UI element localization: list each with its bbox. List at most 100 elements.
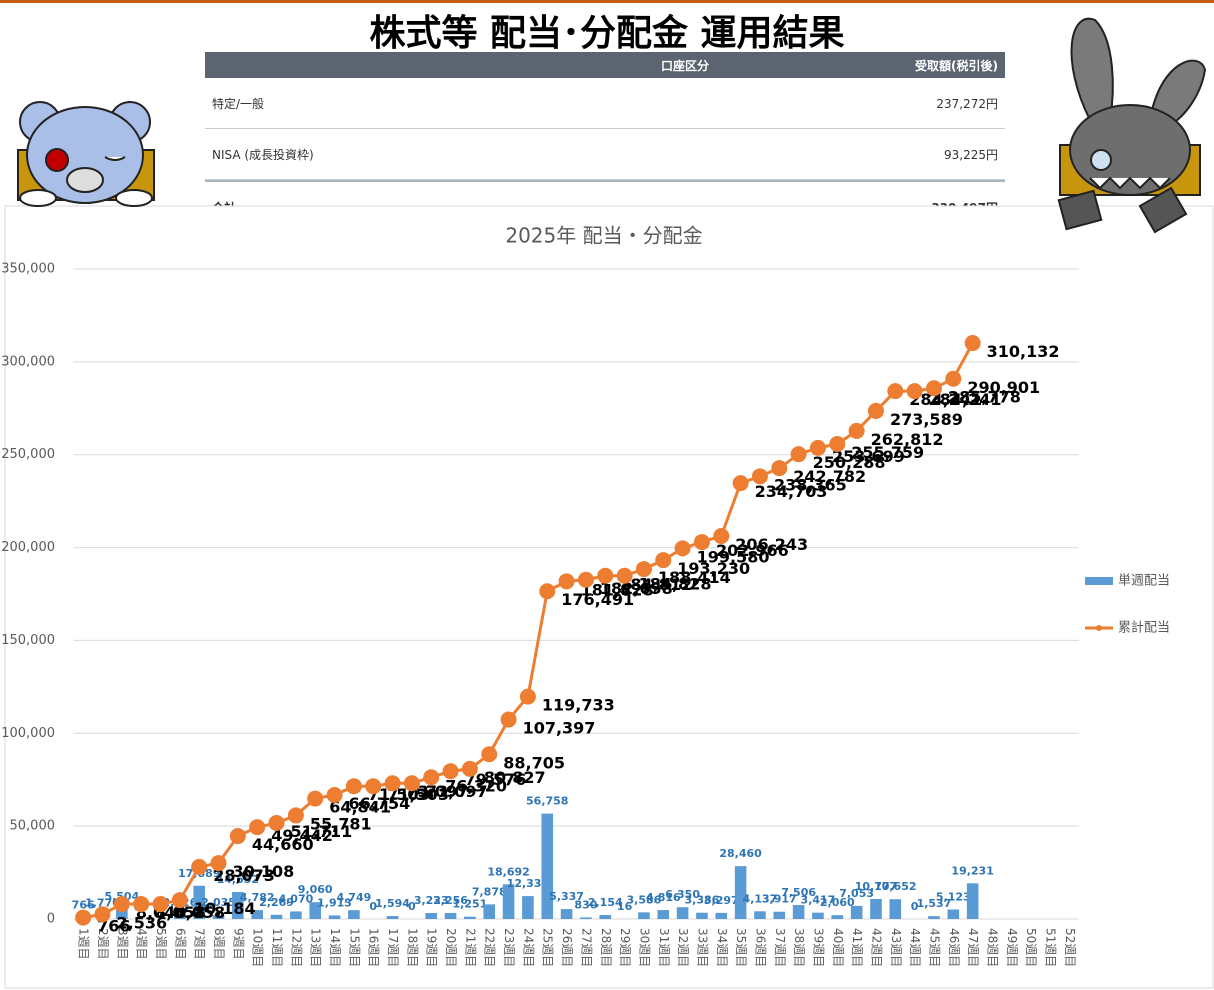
bar-value-label: 0 [369, 900, 377, 913]
line-marker [577, 571, 594, 588]
bar-value-label: 1,251 [453, 898, 488, 911]
bar [251, 910, 263, 919]
line-value-label: 188,414 [658, 568, 731, 587]
bar [792, 905, 805, 919]
bar [754, 911, 766, 919]
header-cell: 口座区分 [660, 58, 709, 73]
cell: 237,272円 [936, 96, 998, 111]
x-tick-label: 24週目 [521, 928, 535, 967]
line-marker [229, 828, 246, 845]
bar-value-label: 4,137 [743, 892, 778, 905]
line-marker [500, 711, 517, 728]
bar-value-label: 1,913 [317, 896, 352, 909]
line-value-label: 30,108 [233, 862, 295, 881]
bar-value-label: 3,386 [685, 894, 720, 907]
summary-table: 口座区分 受取額(税引後) 特定/一般 237,272円 NISA (成長投資枠)… [205, 52, 1005, 232]
bar-value-label: 3,586 [627, 893, 662, 906]
line-marker [616, 567, 633, 584]
x-tick-label: 37週目 [773, 928, 787, 967]
line-marker [481, 746, 498, 763]
line-value-label: 73,097 [407, 782, 469, 801]
line-value-label: 184,828 [639, 575, 712, 594]
bar [657, 910, 670, 919]
bar [522, 896, 534, 919]
bar [889, 899, 902, 919]
line-value-label: 181,828 [581, 580, 654, 599]
line-marker [94, 906, 111, 923]
legend-label: 累計配当 [1118, 620, 1170, 636]
page-title: 株式等 配当･分配金 運用結果 [369, 13, 845, 54]
x-tick-label: 15週目 [347, 928, 361, 967]
line-value-label: 2,536 [117, 913, 168, 932]
line-marker [887, 383, 904, 400]
x-tick-label: 16週目 [367, 928, 381, 967]
y-tick-label: 50,000 [10, 819, 56, 834]
bar-value-label: 3,223 [414, 894, 449, 907]
x-tick-label: 10週目 [251, 928, 265, 967]
header-cell: 受取額(税引後) [915, 58, 998, 73]
line-value-label: 284,241 [909, 390, 982, 409]
x-tick-label: 48週目 [985, 928, 999, 967]
bar [232, 891, 244, 919]
cell: NISA (成長投資枠) [212, 147, 314, 162]
line-value-label: 184,812 [619, 575, 692, 594]
x-tick-label: 19週目 [425, 928, 439, 967]
line-value-label: 88,705 [503, 753, 565, 772]
bar [560, 909, 573, 919]
bar-value-label: 7,053 [839, 887, 874, 900]
line-value-label: 238,365 [774, 475, 847, 494]
table-header: 口座区分 受取額(税引後) [205, 52, 1005, 78]
x-tick-label: 43週目 [889, 928, 903, 967]
x-tick-label: 45週目 [927, 928, 941, 967]
line-value-label: 79,576 [465, 770, 527, 789]
x-tick-label: 13週目 [309, 928, 323, 967]
line-value-label: 76,320 [445, 776, 507, 795]
bar [812, 912, 824, 919]
x-tick-label: 5週目 [154, 928, 168, 960]
line-marker [906, 383, 923, 400]
line-marker [326, 787, 343, 804]
bar-value-label: 2,060 [820, 896, 855, 909]
line-marker [75, 909, 92, 926]
line-value-label: 8,058 [175, 903, 226, 922]
line-value-label: 8,040 [136, 903, 187, 922]
x-tick-label: 29週目 [618, 928, 632, 967]
x-tick-label: 21週目 [463, 928, 477, 967]
bar-value-label: 3,417 [801, 894, 836, 907]
bar [174, 915, 186, 919]
bar [444, 912, 457, 919]
bar-value-label: 7,506 [781, 886, 816, 899]
table-row: 特定/一般 237,272円 [205, 78, 1005, 129]
line-marker [539, 583, 556, 600]
line-marker [771, 460, 788, 477]
line-marker [558, 573, 575, 590]
bar-value-label: 2,035 [201, 896, 236, 909]
y-tick-label: 100,000 [1, 726, 55, 741]
x-tick-label: 46週目 [947, 928, 961, 967]
line-value-label: 119,733 [542, 696, 615, 715]
line-value-label: 193,230 [677, 559, 750, 578]
x-tick-label: 1週目 [77, 928, 91, 960]
line-value-label: 66,754 [349, 794, 411, 813]
line-value-label: 28,073 [213, 866, 275, 885]
bar-value-label: 14,552 [217, 873, 259, 886]
x-tick-label: 17週目 [386, 928, 400, 967]
line-value-label: 250,288 [813, 453, 886, 472]
line-marker [210, 855, 227, 872]
bar [947, 909, 960, 919]
bar-value-label: 56,758 [526, 795, 568, 808]
bar-value-label: 766 [72, 899, 95, 912]
bar-value-label: 4,782 [240, 891, 275, 904]
line-value-label: 73,097 [426, 782, 488, 801]
x-tick-label: 50週目 [1024, 928, 1038, 967]
bar-value-label: 4,749 [336, 891, 371, 904]
line-value-label: 55,781 [310, 814, 372, 833]
bar [850, 905, 863, 919]
line-marker [442, 763, 459, 780]
x-tick-label: 4週目 [135, 928, 149, 960]
bar [386, 916, 399, 919]
line-marker [519, 688, 536, 705]
x-tick-label: 30週目 [637, 928, 651, 967]
line-marker [945, 370, 962, 387]
